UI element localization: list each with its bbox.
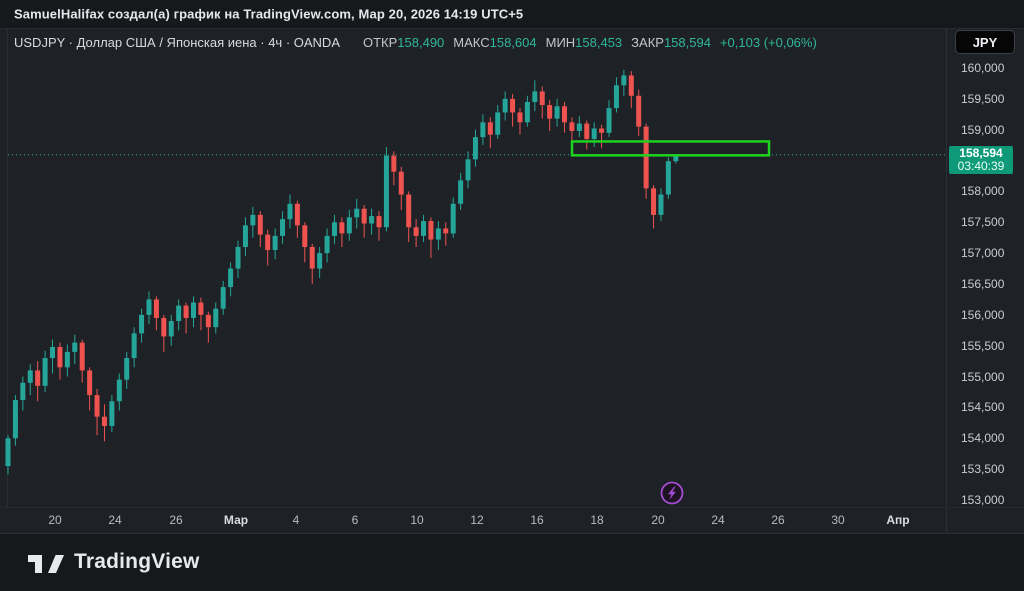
price-axis-label: 157,000 (961, 246, 1005, 261)
symbol-title: USDJPY · Доллар США / Японская иена · 4ч… (14, 35, 340, 50)
high-value: 158,604 (489, 35, 537, 50)
footer-separator (0, 533, 1024, 534)
price-axis-label: 157,500 (961, 215, 1005, 230)
price-axis-label: 156,000 (961, 307, 1005, 322)
time-axis-label: 30 (831, 513, 845, 527)
bar-countdown: 03:40:39 (957, 159, 1005, 173)
time-axis-label: 18 (590, 513, 604, 527)
last-price-badge: 158,594 03:40:39 (949, 146, 1013, 174)
lightning-event-icon[interactable] (659, 480, 685, 506)
open-value: 158,490 (397, 35, 445, 50)
price-axis-label: 153,500 (961, 462, 1005, 477)
time-axis-label: 24 (108, 513, 122, 527)
attribution-bar: SamuelHalifax создал(а) график на Tradin… (0, 0, 1024, 28)
price-axis-label: 154,500 (961, 400, 1005, 415)
symbol-legend: USDJPY · Доллар США / Японская иена · 4ч… (14, 35, 817, 51)
time-axis-label: Апр (886, 513, 910, 527)
time-axis-separator (0, 507, 1024, 508)
low-label: МИН (545, 35, 576, 50)
time-axis-label: 26 (169, 513, 183, 527)
time-axis-label: 16 (530, 513, 544, 527)
price-axis-label: 159,000 (961, 122, 1005, 137)
open-label: ОТКР (362, 35, 398, 50)
last-price-value: 158,594 (959, 146, 1003, 160)
time-axis-label: Мар (223, 513, 249, 527)
change-value: +0,103 (+0,06%) (719, 35, 817, 50)
time-axis-label: 4 (292, 513, 300, 527)
price-axis-label: 153,000 (961, 493, 1005, 507)
time-axis-label: 6 (351, 513, 359, 527)
time-axis-label: 10 (410, 513, 424, 527)
high-label: МАКС (453, 35, 490, 50)
attribution-text: SamuelHalifax создал(а) график на Tradin… (14, 6, 524, 22)
price-axis-label: 158,000 (961, 184, 1005, 199)
low-value: 158,453 (575, 35, 623, 50)
price-axis-label: 154,000 (961, 431, 1005, 446)
pane-left-border (7, 29, 8, 507)
time-axis-label: 20 (48, 513, 62, 527)
tradingview-logo[interactable]: TradingView (28, 550, 200, 574)
price-axis-label: 155,000 (961, 369, 1005, 384)
currency-button[interactable]: JPY (955, 30, 1015, 54)
time-axis-label: 24 (711, 513, 725, 527)
tradingview-logo-text: TradingView (74, 550, 200, 573)
price-axis-label: 155,500 (961, 338, 1005, 353)
time-axis-label: 20 (651, 513, 665, 527)
close-value: 158,594 (663, 35, 711, 50)
tradingview-logo-mark (28, 555, 64, 573)
price-axis-label: 156,500 (961, 277, 1005, 291)
time-axis-label: 12 (470, 513, 484, 527)
price-axis-label: 159,500 (961, 91, 1005, 106)
price-axis-label: 160,000 (961, 61, 1005, 75)
price-axis-separator (946, 29, 947, 533)
close-label: ЗАКР (631, 35, 664, 50)
time-axis-label: 26 (771, 513, 785, 527)
chart-pane[interactable] (0, 28, 1024, 534)
currency-button-label: JPY (972, 34, 998, 50)
